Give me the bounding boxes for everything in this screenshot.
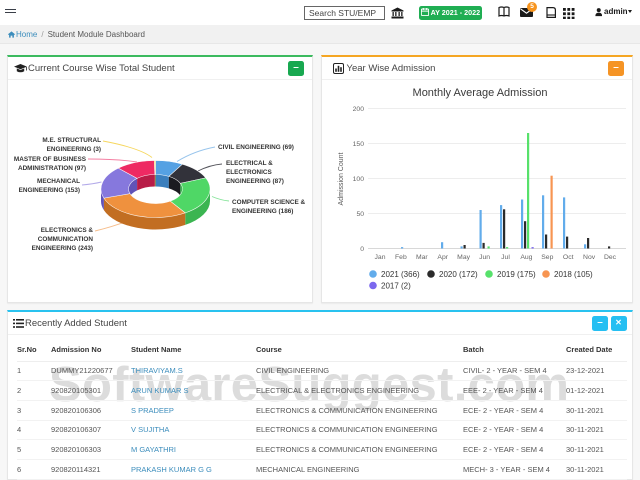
svg-text:Jul: Jul <box>501 254 510 261</box>
svg-text:ENGINEERING (243): ENGINEERING (243) <box>32 245 93 252</box>
svg-text:Aug: Aug <box>520 254 532 261</box>
svg-text:MASTER OF BUSINESS: MASTER OF BUSINESS <box>14 156 87 163</box>
svg-text:2018 (105): 2018 (105) <box>554 270 593 279</box>
svg-text:Mar: Mar <box>416 254 428 261</box>
svg-text:100: 100 <box>353 176 365 183</box>
svg-text:150: 150 <box>353 141 365 148</box>
svg-text:Nov: Nov <box>583 254 596 261</box>
svg-text:2019 (175): 2019 (175) <box>497 270 536 279</box>
svg-text:MECHANICAL: MECHANICAL <box>37 178 80 185</box>
svg-text:2021 (366): 2021 (366) <box>381 270 420 279</box>
svg-text:May: May <box>457 254 470 261</box>
svg-text:2017 (2): 2017 (2) <box>381 282 411 291</box>
svg-text:50: 50 <box>356 211 364 218</box>
svg-text:ENGINEERING (186): ENGINEERING (186) <box>232 208 293 215</box>
svg-text:ENGINEERING (87): ENGINEERING (87) <box>226 178 284 185</box>
svg-text:Jan: Jan <box>375 254 386 261</box>
svg-text:Dec: Dec <box>604 254 617 261</box>
svg-text:COMPUTER SCIENCE &: COMPUTER SCIENCE & <box>232 199 306 206</box>
svg-text:ENGINEERING (3): ENGINEERING (3) <box>47 146 101 153</box>
svg-text:M.E. STRUCTURAL: M.E. STRUCTURAL <box>42 137 101 144</box>
svg-text:CIVIL ENGINEERING (69): CIVIL ENGINEERING (69) <box>218 144 294 151</box>
svg-text:Feb: Feb <box>395 254 407 261</box>
svg-text:Admission Count: Admission Count <box>338 152 345 205</box>
svg-text:2020 (172): 2020 (172) <box>439 270 478 279</box>
svg-text:Monthly Average Admission: Monthly Average Admission <box>413 87 548 99</box>
svg-text:Jun: Jun <box>479 254 490 261</box>
svg-text:200: 200 <box>353 106 365 113</box>
svg-text:ADMINISTRATION (97): ADMINISTRATION (97) <box>18 165 86 172</box>
svg-text:ELECTRONICS: ELECTRONICS <box>226 169 273 176</box>
svg-text:ELECTRICAL &: ELECTRICAL & <box>226 160 273 167</box>
svg-text:ELECTRONICS &: ELECTRONICS & <box>41 227 94 234</box>
svg-text:COMMUNICATION: COMMUNICATION <box>38 236 94 243</box>
svg-text:Sep: Sep <box>541 254 553 261</box>
svg-text:Apr: Apr <box>437 254 448 261</box>
svg-text:0: 0 <box>360 246 364 253</box>
svg-text:Oct: Oct <box>563 254 574 261</box>
svg-text:ENGINEERING (153): ENGINEERING (153) <box>19 187 80 194</box>
